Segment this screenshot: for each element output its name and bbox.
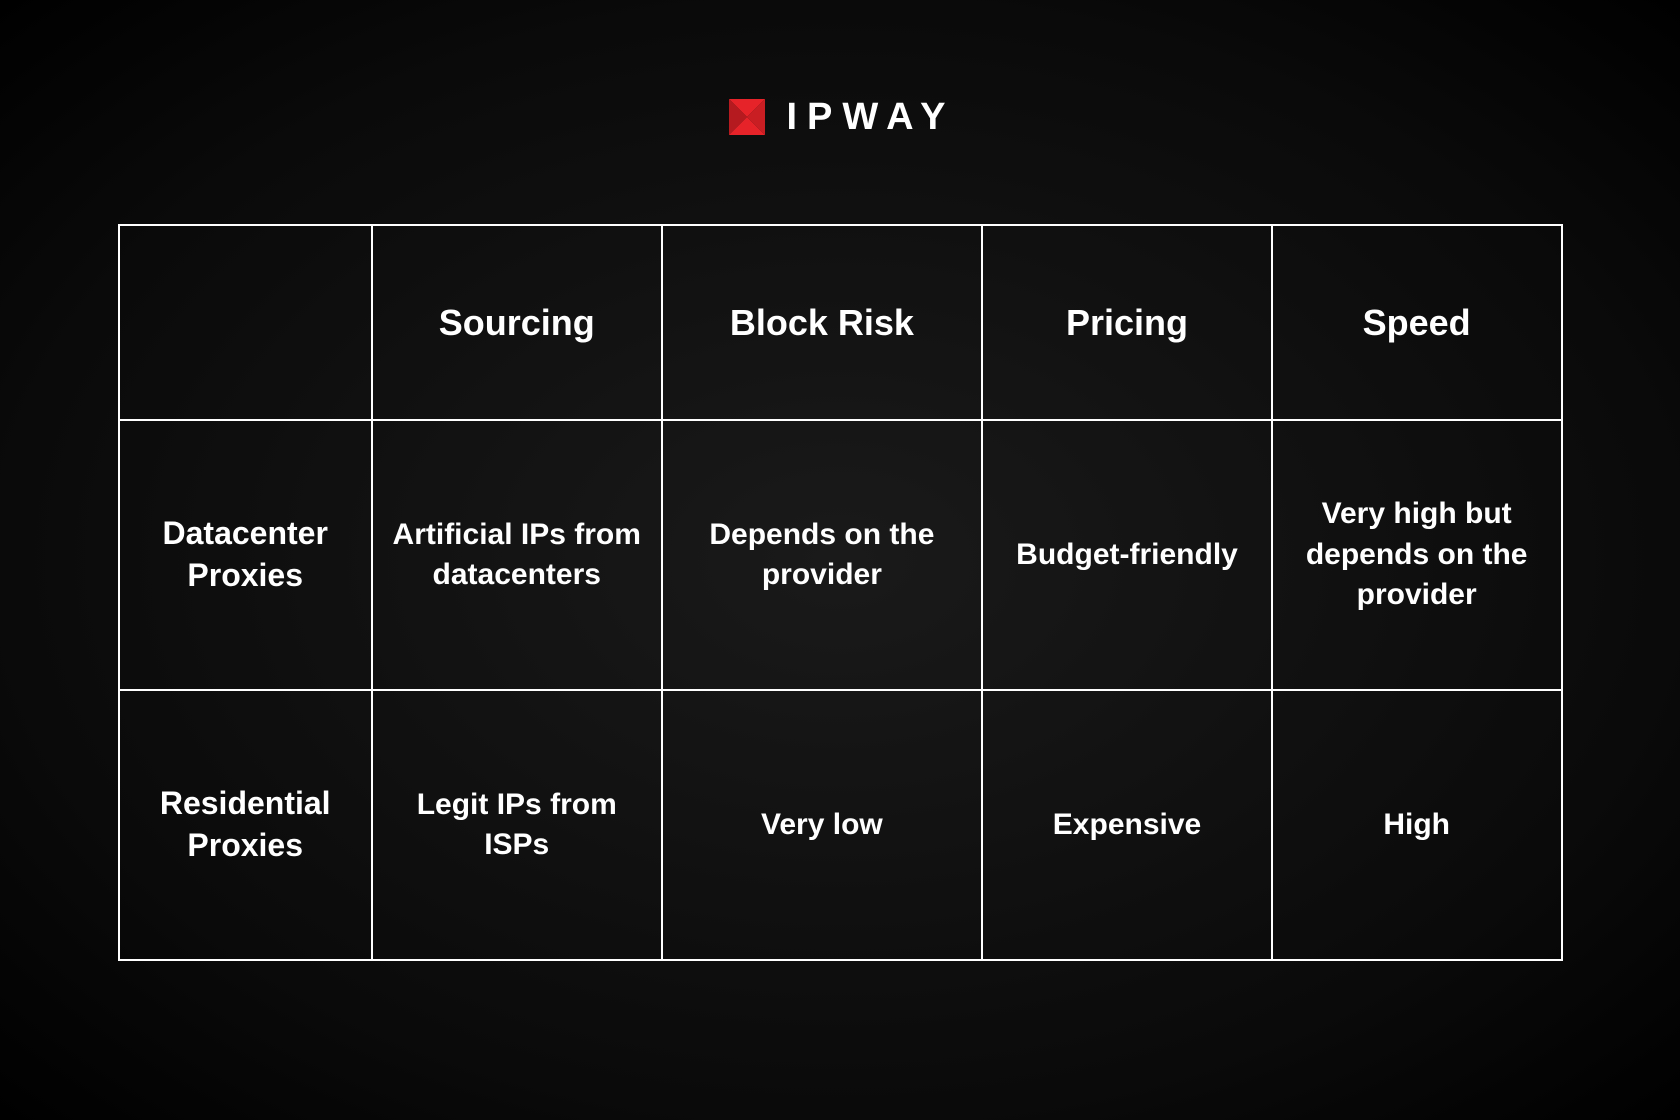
cell-residential-pricing: Expensive (982, 690, 1272, 960)
table-row: Datacenter Proxies Artificial IPs from d… (119, 420, 1562, 690)
proxy-comparison-table: Sourcing Block Risk Pricing Speed Datace… (118, 224, 1563, 961)
cell-residential-sourcing: Legit IPs from ISPs (372, 690, 662, 960)
row-label-residential: Residential Proxies (119, 690, 372, 960)
cell-residential-speed: High (1272, 690, 1562, 960)
column-header-sourcing: Sourcing (372, 225, 662, 420)
ipway-logo-icon (725, 95, 769, 139)
brand-logo: IPWAY (725, 95, 956, 139)
cell-residential-block-risk: Very low (662, 690, 983, 960)
row-label-datacenter: Datacenter Proxies (119, 420, 372, 690)
column-header-pricing: Pricing (982, 225, 1272, 420)
cell-datacenter-speed: Very high but depends on the provider (1272, 420, 1562, 690)
table-corner-cell (119, 225, 372, 420)
column-header-block-risk: Block Risk (662, 225, 983, 420)
cell-datacenter-block-risk: Depends on the provider (662, 420, 983, 690)
table-row: Residential Proxies Legit IPs from ISPs … (119, 690, 1562, 960)
column-header-speed: Speed (1272, 225, 1562, 420)
table-header-row: Sourcing Block Risk Pricing Speed (119, 225, 1562, 420)
cell-datacenter-pricing: Budget-friendly (982, 420, 1272, 690)
brand-name: IPWAY (787, 96, 956, 139)
cell-datacenter-sourcing: Artificial IPs from datacenters (372, 420, 662, 690)
